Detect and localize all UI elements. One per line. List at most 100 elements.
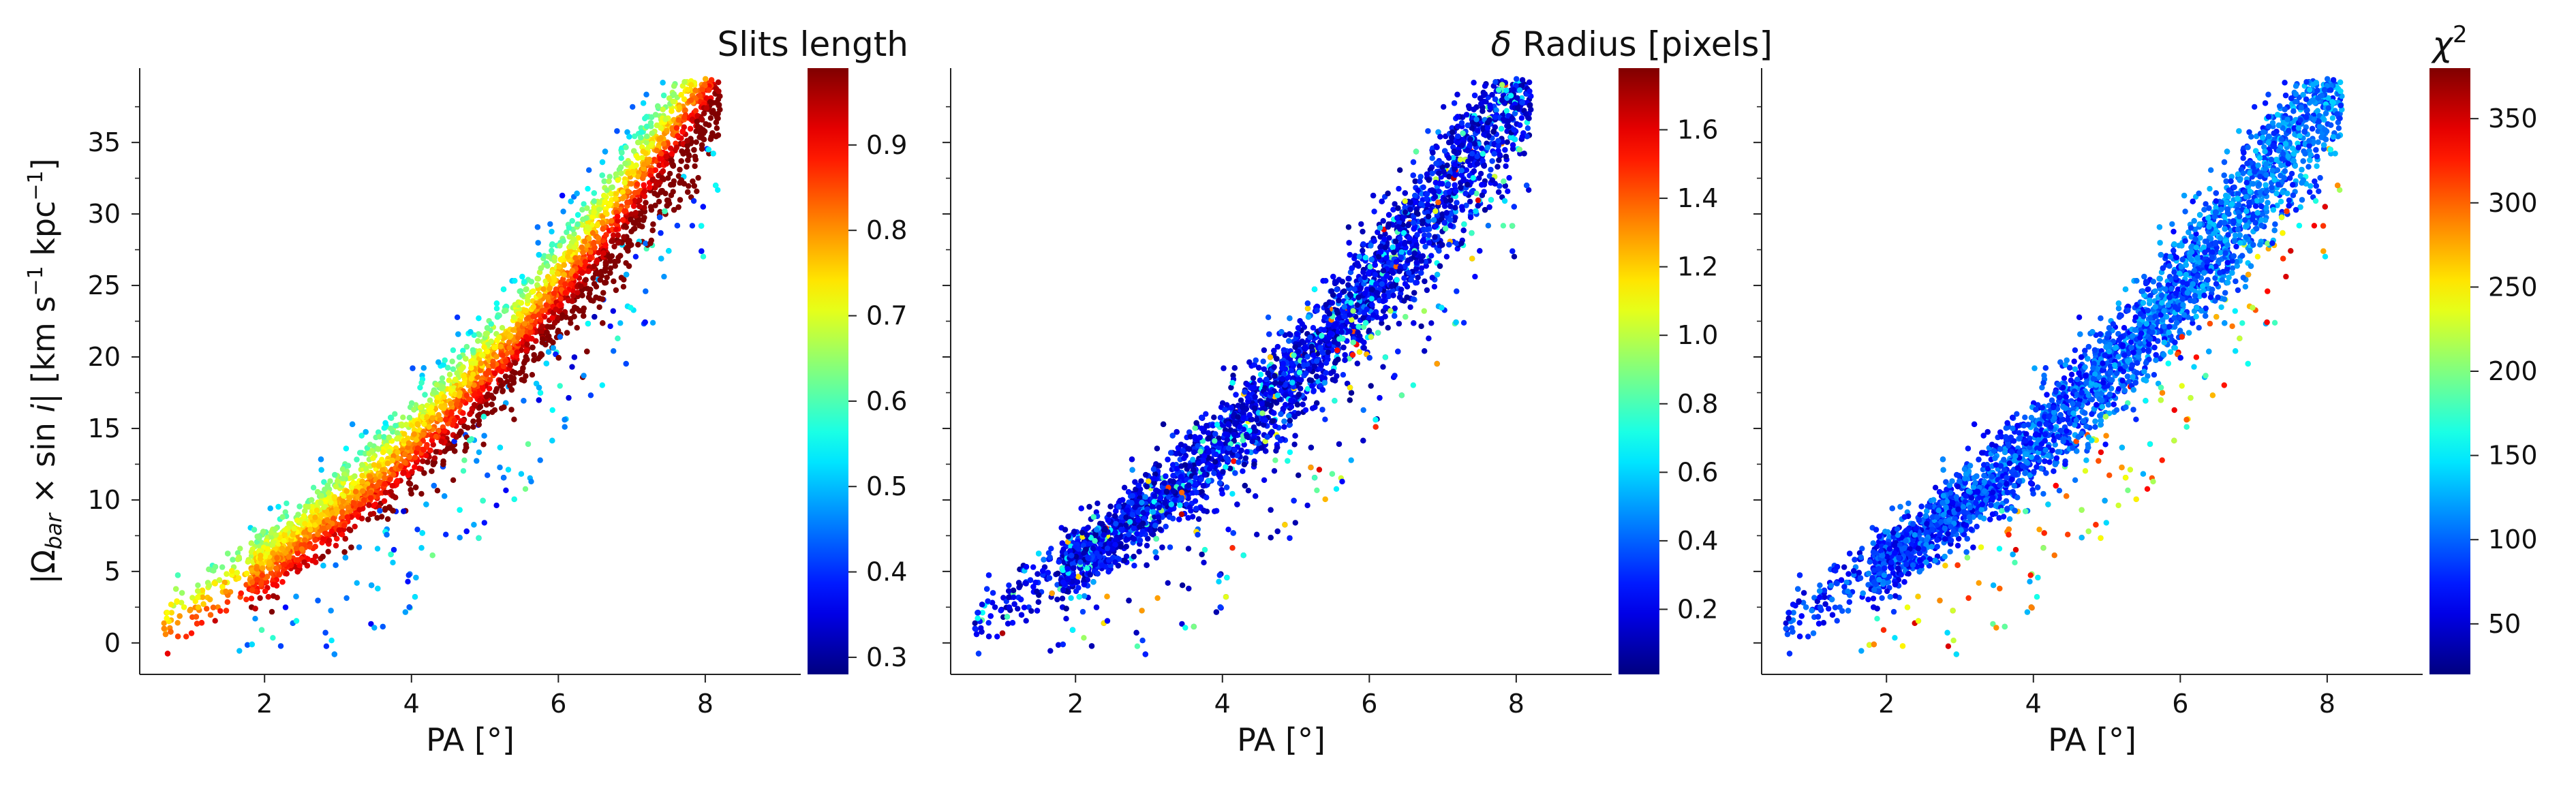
data-point xyxy=(538,351,545,358)
data-point xyxy=(405,578,411,584)
data-point xyxy=(680,151,686,157)
data-point xyxy=(521,360,527,366)
data-point xyxy=(501,404,507,410)
data-point xyxy=(687,125,694,132)
data-point xyxy=(618,155,624,161)
data-point xyxy=(236,554,242,561)
data-point xyxy=(443,531,449,537)
data-point xyxy=(279,514,286,520)
data-point xyxy=(587,249,594,255)
data-point xyxy=(631,148,637,154)
data-point xyxy=(164,615,170,621)
data-point xyxy=(412,594,418,600)
data-point xyxy=(454,370,460,376)
data-point xyxy=(325,548,331,554)
data-point xyxy=(293,593,299,599)
data-point xyxy=(161,625,167,631)
data-point xyxy=(476,449,482,456)
data-point xyxy=(594,257,600,264)
data-point xyxy=(265,594,271,600)
data-point xyxy=(410,365,416,371)
data-point xyxy=(694,123,701,129)
data-point xyxy=(181,604,187,610)
data-point xyxy=(481,433,487,439)
data-point xyxy=(543,360,549,366)
data-point xyxy=(341,549,348,555)
data-point xyxy=(587,392,594,398)
data-point xyxy=(651,190,658,197)
data-point xyxy=(713,183,719,189)
data-point xyxy=(625,188,631,194)
data-point xyxy=(384,516,391,522)
data-point xyxy=(715,187,721,193)
data-point xyxy=(318,467,324,473)
data-point xyxy=(237,546,243,552)
data-point xyxy=(238,590,244,597)
data-point xyxy=(566,225,572,231)
data-point xyxy=(538,317,544,323)
data-point xyxy=(485,472,491,478)
data-point xyxy=(522,486,529,492)
data-point xyxy=(508,407,515,413)
data-point xyxy=(630,104,636,110)
data-point xyxy=(390,559,396,565)
data-point xyxy=(622,223,628,229)
data-point xyxy=(230,557,236,563)
data-point xyxy=(523,373,529,379)
data-point xyxy=(715,79,722,86)
data-point xyxy=(579,244,585,251)
data-point xyxy=(534,224,541,230)
data-point xyxy=(442,357,448,364)
data-point xyxy=(700,253,707,260)
data-point xyxy=(682,107,688,113)
data-point xyxy=(475,338,481,344)
data-point xyxy=(223,608,230,614)
data-point xyxy=(408,490,414,497)
data-point xyxy=(569,364,575,370)
data-point xyxy=(587,286,594,293)
data-point xyxy=(497,465,503,471)
data-point xyxy=(521,377,527,384)
data-point xyxy=(549,407,555,413)
data-point xyxy=(659,175,665,181)
data-point xyxy=(528,478,534,485)
data-point xyxy=(322,629,328,636)
data-point xyxy=(211,580,217,587)
data-point xyxy=(603,232,609,238)
data-point xyxy=(613,196,619,202)
data-point xyxy=(611,243,617,250)
data-point xyxy=(634,155,641,161)
data-point xyxy=(611,348,617,354)
data-point xyxy=(243,570,250,577)
data-point xyxy=(371,625,378,631)
data-point xyxy=(162,631,169,638)
data-point xyxy=(618,170,624,176)
data-point xyxy=(530,313,536,319)
data-point xyxy=(675,133,681,139)
data-point xyxy=(417,384,423,391)
data-point xyxy=(480,413,487,420)
data-point xyxy=(346,526,352,533)
data-point xyxy=(699,87,706,93)
data-point xyxy=(422,392,428,398)
data-point xyxy=(195,588,201,594)
data-point xyxy=(671,83,677,89)
data-point xyxy=(692,108,699,114)
data-point xyxy=(530,288,536,294)
data-point xyxy=(632,225,638,232)
data-point xyxy=(571,354,578,360)
data-point xyxy=(518,471,525,477)
data-point xyxy=(547,285,553,292)
data-point xyxy=(547,221,553,228)
data-point xyxy=(323,531,329,537)
data-point xyxy=(618,275,624,281)
data-point xyxy=(626,134,632,140)
data-point xyxy=(706,122,712,128)
data-point xyxy=(481,520,487,526)
data-point xyxy=(577,308,583,314)
data-point xyxy=(270,635,276,641)
data-point xyxy=(607,265,614,271)
data-point xyxy=(572,255,579,261)
data-point xyxy=(519,273,525,280)
data-point xyxy=(207,612,214,618)
